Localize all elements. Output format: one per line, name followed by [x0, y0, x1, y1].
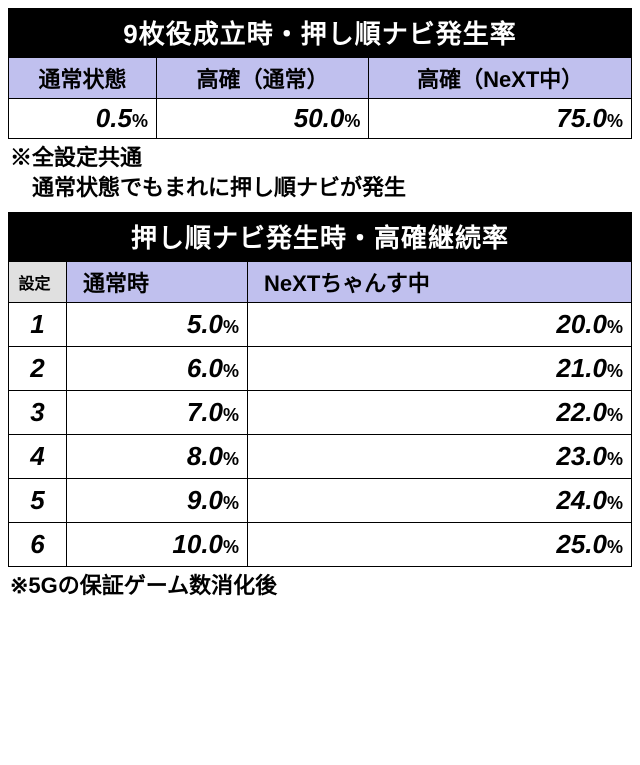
table1-cell-3: 75.0%: [369, 99, 632, 139]
table1: 通常状態 高確（通常） 高確（NeXT中） 0.5% 50.0% 75.0%: [8, 57, 632, 139]
settei-cell: 4: [9, 435, 67, 479]
table2-title: 押し順ナビ発生時・高確継続率: [8, 212, 632, 261]
table2-cell-v2: 24.0%: [248, 479, 632, 523]
settei-cell: 1: [9, 303, 67, 347]
table1-note-line2: 通常状態でもまれに押し順ナビが発生: [10, 173, 630, 203]
table1-cell-1: 0.5%: [9, 99, 157, 139]
table2-cell-v2: 21.0%: [248, 347, 632, 391]
table1-note: ※全設定共通 通常状態でもまれに押し順ナビが発生: [8, 139, 632, 212]
table1-note-line1: ※全設定共通: [10, 143, 630, 173]
table2-header-col2: NeXTちゃんす中: [248, 262, 632, 303]
table1-header-col3: 高確（NeXT中）: [369, 58, 632, 99]
table2-cell-v1: 7.0%: [67, 391, 248, 435]
table-row: 1 5.0% 20.0%: [9, 303, 632, 347]
settei-cell: 3: [9, 391, 67, 435]
table2-cell-v1: 9.0%: [67, 479, 248, 523]
settei-cell: 5: [9, 479, 67, 523]
table2-note: ※5Gの保証ゲーム数消化後: [8, 567, 632, 611]
table2-header-row: 設定 通常時 NeXTちゃんす中: [9, 262, 632, 303]
table2: 設定 通常時 NeXTちゃんす中 1 5.0% 20.0% 2 6.0% 21.…: [8, 261, 632, 567]
table1-data-row: 0.5% 50.0% 75.0%: [9, 99, 632, 139]
table1-cell-2: 50.0%: [156, 99, 368, 139]
table-row: 5 9.0% 24.0%: [9, 479, 632, 523]
table2-cell-v2: 25.0%: [248, 523, 632, 567]
table1-header-col2: 高確（通常）: [156, 58, 368, 99]
table1-header-row: 通常状態 高確（通常） 高確（NeXT中）: [9, 58, 632, 99]
table2-header-col1: 通常時: [67, 262, 248, 303]
table1-header-col1: 通常状態: [9, 58, 157, 99]
settei-cell: 2: [9, 347, 67, 391]
settei-cell: 6: [9, 523, 67, 567]
table2-cell-v1: 6.0%: [67, 347, 248, 391]
table1-title: 9枚役成立時・押し順ナビ発生率: [8, 8, 632, 57]
table-row: 3 7.0% 22.0%: [9, 391, 632, 435]
table-row: 4 8.0% 23.0%: [9, 435, 632, 479]
table2-header-settei: 設定: [9, 262, 67, 303]
table2-cell-v2: 23.0%: [248, 435, 632, 479]
table2-cell-v1: 10.0%: [67, 523, 248, 567]
table2-cell-v1: 8.0%: [67, 435, 248, 479]
table-row: 2 6.0% 21.0%: [9, 347, 632, 391]
table2-cell-v2: 22.0%: [248, 391, 632, 435]
table2-cell-v2: 20.0%: [248, 303, 632, 347]
table2-cell-v1: 5.0%: [67, 303, 248, 347]
table-row: 6 10.0% 25.0%: [9, 523, 632, 567]
